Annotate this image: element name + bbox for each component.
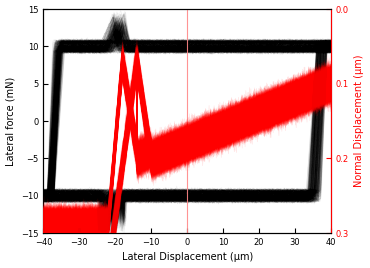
Y-axis label: Lateral force (mN): Lateral force (mN)	[6, 76, 16, 166]
X-axis label: Lateral Displacement (μm): Lateral Displacement (μm)	[121, 252, 253, 262]
Y-axis label: Normal Displacement (μm): Normal Displacement (μm)	[354, 55, 364, 187]
